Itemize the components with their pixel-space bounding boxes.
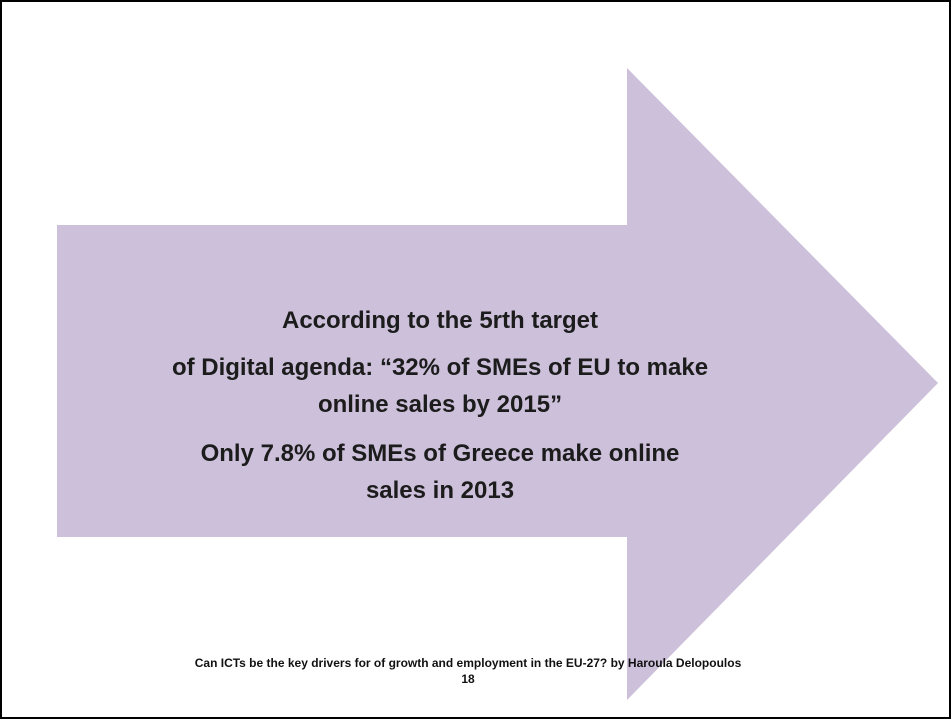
footer-text: Can ICTs be the key drivers for of growt… (195, 656, 742, 670)
page-number: 18 (461, 672, 475, 686)
arrow-shape (57, 68, 938, 700)
body-line: of Digital agenda: “32% of SMEs of EU to… (172, 354, 708, 381)
body-line: Only 7.8% of SMEs of Greece make online (201, 440, 680, 467)
body-line: sales in 2013 (366, 477, 514, 504)
text-layer: According to the 5rth target of Digital a… (172, 307, 708, 504)
body-line: According to the 5rth target (282, 307, 598, 334)
body-line: online sales by 2015” (318, 391, 562, 418)
